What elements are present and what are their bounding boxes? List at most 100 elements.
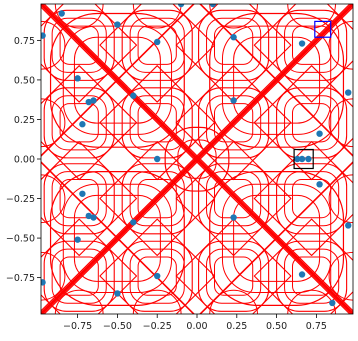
- curve-loop-12: [51, 248, 107, 304]
- curve-loop-84: [221, 183, 332, 294]
- data-point-25: [345, 89, 352, 96]
- curve-diamond-10: [41, 218, 138, 314]
- curve-line-3: [41, 6, 351, 314]
- curve-line-5: [43, 4, 353, 312]
- curve-diamond-66: [253, 65, 353, 181]
- curve-loop-85: [233, 194, 321, 282]
- x-tick-label-1: −0.50: [103, 321, 132, 332]
- curve-loop-16: [51, 171, 107, 227]
- curve-loop-77: [209, 12, 345, 148]
- data-point-21: [294, 155, 301, 163]
- x-tick-label-3: 0.00: [186, 321, 207, 332]
- x-tick-label-4: 0.25: [226, 321, 247, 332]
- curve-diamond-58: [253, 218, 353, 314]
- y-axis: 0.75 0.50 0.25 0.00 −0.25 −0.50 −0.75: [6, 36, 41, 284]
- curve-loop-13: [59, 256, 99, 296]
- curve-loop-32: [129, 171, 185, 227]
- data-point-32: [130, 219, 137, 226]
- data-point-19: [41, 32, 46, 39]
- data-point-28: [329, 299, 336, 307]
- curve-loop-28: [129, 248, 185, 304]
- data-point-18: [114, 290, 121, 297]
- curve-loop-63: [276, 163, 348, 235]
- curve-loop-87: [177, 139, 217, 179]
- y-tick-label-5: −0.50: [6, 234, 35, 245]
- data-point-23: [316, 130, 323, 137]
- highlight-box-0: [293, 148, 314, 170]
- data-point-13: [74, 75, 81, 82]
- curve-loop-88: [41, 251, 66, 301]
- data-point-16: [79, 190, 86, 197]
- data-point-15: [79, 121, 86, 128]
- data-point-17: [114, 21, 121, 28]
- curve-loop-89: [54, 289, 104, 314]
- x-tick-label-5: 0.50: [266, 321, 287, 332]
- data-point-20: [41, 279, 46, 286]
- curve-loop-39: [121, 9, 193, 81]
- data-point-26: [345, 222, 352, 229]
- data-point-1: [230, 34, 237, 41]
- data-point-31: [130, 92, 137, 99]
- curve-line-1: [41, 4, 353, 314]
- data-point-5: [298, 155, 306, 163]
- curve-loop-82: [73, 194, 161, 282]
- curve-loop-90: [41, 174, 66, 224]
- curve-loop-92: [41, 98, 66, 148]
- data-point-12: [90, 214, 97, 221]
- data-point-6: [154, 272, 161, 280]
- highlight-boxes: [293, 20, 332, 170]
- curve-loop-71: [276, 9, 348, 81]
- data-point-24: [316, 181, 323, 188]
- x-tick-label-2: −0.25: [143, 321, 172, 332]
- curve-loop-15: [43, 163, 115, 235]
- curve-diamond-42: [175, 218, 292, 314]
- curve-loop-25: [59, 25, 99, 65]
- curve-diamond-50: [175, 65, 292, 181]
- highlight-box-1: [314, 20, 332, 38]
- data-point-3: [154, 155, 161, 163]
- y-tick-label-2: 0.25: [14, 115, 35, 126]
- curve-diamond-18: [41, 65, 138, 181]
- curve-loop-91: [132, 289, 182, 314]
- curve-loop-27: [121, 240, 193, 312]
- curve-loop-76: [73, 36, 161, 124]
- y-tick-label-3: 0.00: [14, 155, 35, 166]
- data-point-4: [230, 97, 237, 104]
- data-point-8: [298, 271, 306, 278]
- curve-loop-73: [292, 25, 332, 65]
- curve-diamond-14: [41, 141, 138, 257]
- curve-loop-78: [221, 25, 332, 135]
- data-point-7: [230, 214, 237, 221]
- curve-loop-72: [284, 17, 340, 73]
- curve-loop-24: [51, 17, 107, 73]
- curve-loop-83: [209, 171, 345, 306]
- y-tick-label-0: 0.75: [14, 36, 35, 47]
- y-tick-label-4: −0.25: [6, 194, 35, 205]
- data-point-10: [90, 97, 97, 104]
- points-layer: [41, 4, 352, 307]
- curve-loop-94: [41, 20, 66, 70]
- data-point-0: [154, 38, 161, 46]
- curve-loop-80: [49, 171, 185, 306]
- data-point-30: [209, 4, 217, 8]
- y-tick-label-1: 0.50: [14, 75, 35, 86]
- curve-loop-31: [121, 163, 193, 235]
- data-point-14: [74, 236, 81, 243]
- curve-loop-93: [209, 289, 258, 314]
- curve-diamond-62: [253, 141, 353, 257]
- curve-loop-74: [49, 12, 185, 148]
- curve-loop-95: [287, 289, 336, 314]
- data-point-29: [177, 4, 185, 8]
- y-tick-label-6: −0.75: [6, 273, 35, 284]
- x-axis: −0.75 −0.50 −0.25 0.00 0.25 0.50 0.75: [63, 314, 327, 332]
- curve-loop-79: [233, 36, 321, 124]
- curve-loop-61: [292, 256, 332, 296]
- x-tick-label-0: −0.75: [63, 321, 92, 332]
- data-point-2: [298, 40, 306, 47]
- curve-loop-59: [276, 240, 348, 312]
- x-tick-label-6: 0.75: [306, 321, 327, 332]
- data-point-27: [58, 10, 65, 17]
- data-point-22: [305, 155, 312, 163]
- curve-loop-86: [164, 126, 230, 192]
